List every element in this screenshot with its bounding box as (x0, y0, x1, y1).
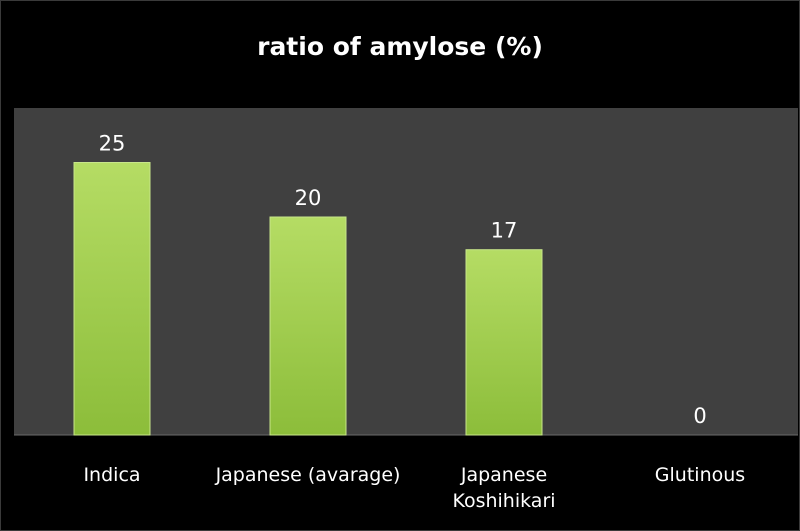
bar-3 (465, 249, 543, 436)
category-label-2: Japanese (avarage) (215, 464, 401, 486)
data-label-4: 0 (693, 404, 706, 428)
data-label-1: 25 (99, 132, 126, 156)
data-label-3: 17 (491, 219, 518, 243)
bar-1 (73, 162, 151, 436)
data-label-2: 20 (295, 186, 322, 210)
bar-2 (269, 216, 347, 436)
chart-title: ratio of amylose (%) (257, 32, 543, 61)
category-label-3: Japanese Koshihikari (452, 464, 555, 512)
category-label-4: Glutinous (655, 464, 745, 486)
category-label-1: Indica (83, 464, 140, 486)
